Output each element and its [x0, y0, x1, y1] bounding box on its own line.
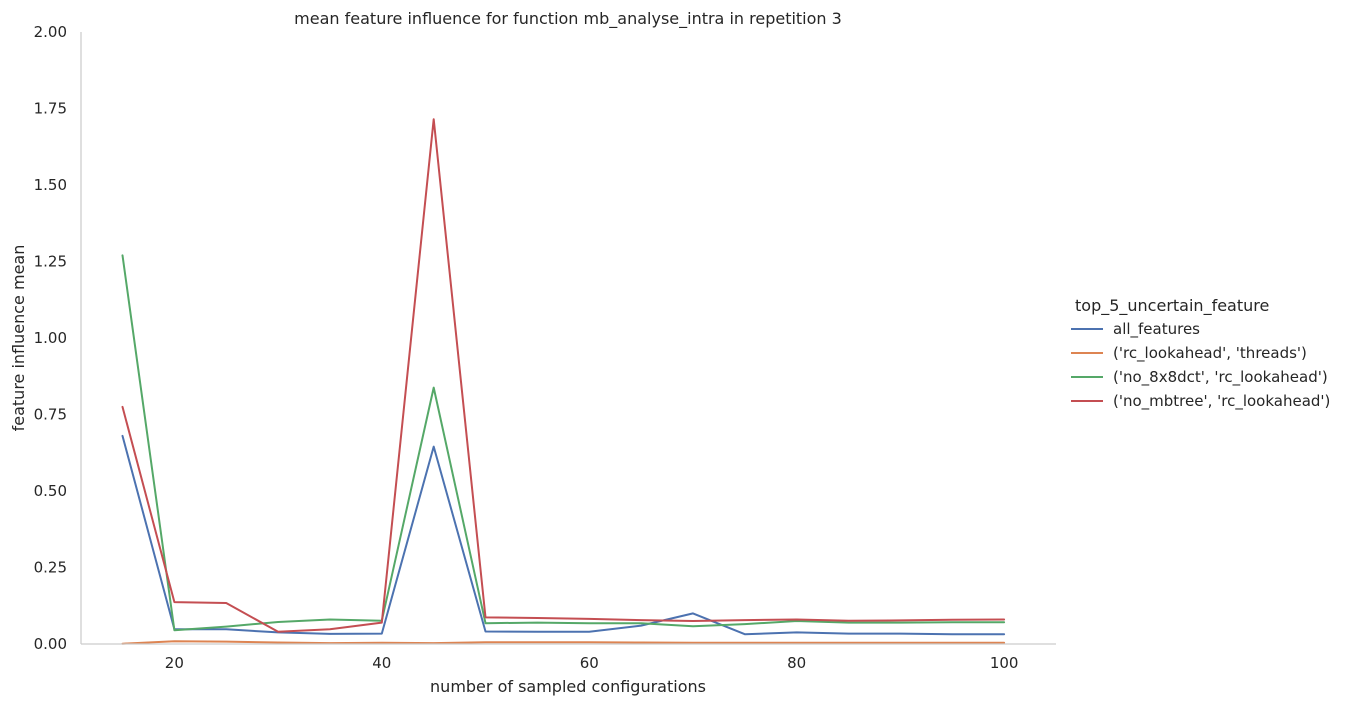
- series-line-2: [121, 254, 1006, 632]
- series-line-0: [121, 434, 1006, 636]
- y-tick-label: 0.00: [34, 635, 67, 653]
- x-tick-label: 40: [372, 654, 391, 672]
- legend-label-3: ('no_mbtree', 'rc_lookahead'): [1113, 392, 1330, 411]
- y-tick-label: 1.00: [34, 329, 67, 347]
- series-line-1: [121, 640, 1006, 645]
- y-tick-label: 1.75: [34, 100, 67, 118]
- y-tick-label: 0.50: [34, 482, 67, 500]
- x-tick-labels: 20 40 60 80 100: [165, 654, 1019, 672]
- legend-label-1: ('rc_lookahead', 'threads'): [1113, 344, 1307, 363]
- y-tick-label: 0.75: [34, 406, 67, 424]
- y-tick-label: 2.00: [34, 23, 67, 41]
- y-tick-labels: 0.00 0.25 0.50 0.75 1.00 1.25 1.50 1.75 2.00: [34, 23, 67, 653]
- x-tick-label: 20: [165, 654, 184, 672]
- legend-items: all_features ('rc_lookahead', 'threads') (…: [1071, 320, 1330, 411]
- x-tick-label: 60: [580, 654, 599, 672]
- legend-label-0: all_features: [1113, 320, 1200, 339]
- x-tick-label: 100: [990, 654, 1019, 672]
- y-tick-label: 0.25: [34, 559, 67, 577]
- x-tick-label: 80: [787, 654, 806, 672]
- y-axis-label: feature influence mean: [9, 245, 28, 432]
- chart-title: mean feature influence for function mb_a…: [294, 9, 842, 29]
- series-line-3: [121, 118, 1006, 633]
- legend: top_5_uncertain_feature all_features ('rc…: [1071, 296, 1330, 411]
- x-axis-label: number of sampled configurations: [430, 677, 706, 696]
- y-tick-label: 1.50: [34, 176, 67, 194]
- legend-title: top_5_uncertain_feature: [1075, 296, 1269, 316]
- legend-label-2: ('no_8x8dct', 'rc_lookahead'): [1113, 368, 1328, 387]
- plot-lines: [121, 118, 1006, 645]
- y-tick-label: 1.25: [34, 253, 67, 271]
